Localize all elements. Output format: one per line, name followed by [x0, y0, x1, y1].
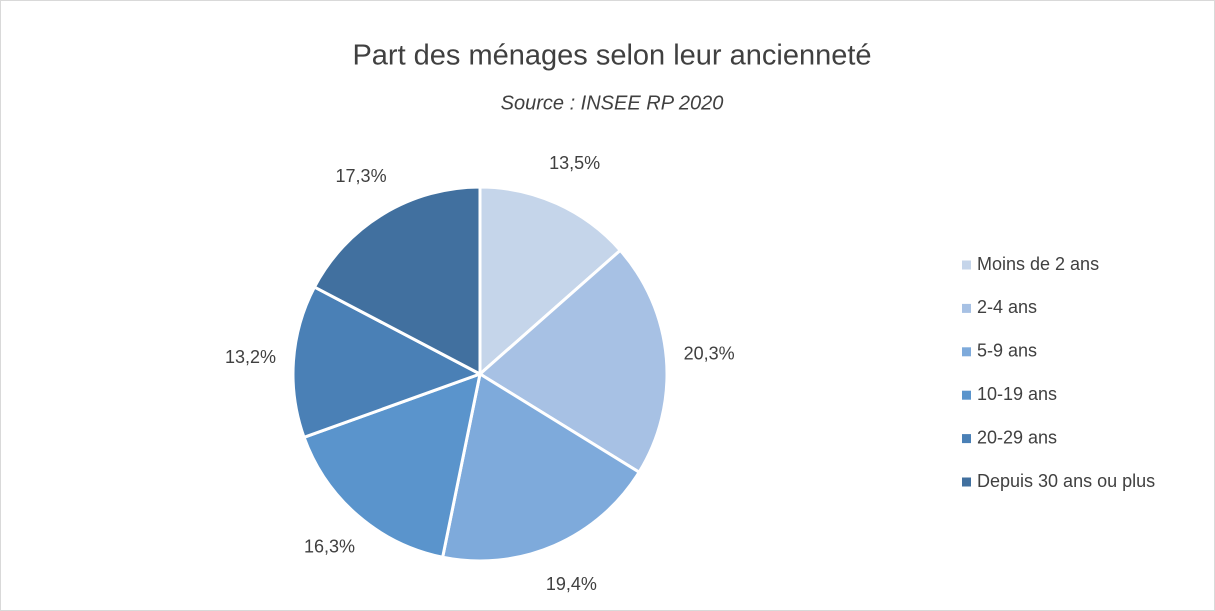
- legend-swatch: [962, 390, 971, 400]
- chart-title: Part des ménages selon leur ancienneté: [352, 40, 871, 72]
- pie-slice: [478, 185, 623, 378]
- legend-swatch: [962, 347, 971, 357]
- pie-slice: [440, 371, 642, 563]
- data-label: 20,3%: [684, 343, 735, 363]
- data-label: 13,2%: [225, 347, 276, 367]
- data-label: 16,3%: [304, 537, 355, 557]
- legend-label: 2-4 ans: [977, 297, 1037, 317]
- legend-label: 20-29 ans: [977, 427, 1057, 447]
- legend-label: Depuis 30 ans ou plus: [977, 471, 1155, 491]
- legend-swatch: [962, 303, 971, 313]
- data-label: 17,3%: [336, 166, 387, 186]
- pie-slice: [477, 248, 669, 475]
- legend-swatch: [962, 260, 971, 270]
- legend-label: 5-9 ans: [977, 341, 1037, 361]
- legend-label: 10-19 ans: [977, 384, 1057, 404]
- pie-slice: [302, 371, 483, 560]
- pie-slice: [312, 185, 482, 377]
- legend-swatch: [962, 434, 971, 444]
- data-label: 13,5%: [549, 153, 600, 173]
- legend-swatch: [962, 477, 971, 487]
- pie-slice: [291, 284, 484, 440]
- data-label: 19,4%: [546, 574, 597, 594]
- chart-subtitle: Source : INSEE RP 2020: [501, 92, 724, 114]
- legend-label: Moins de 2 ans: [977, 254, 1099, 274]
